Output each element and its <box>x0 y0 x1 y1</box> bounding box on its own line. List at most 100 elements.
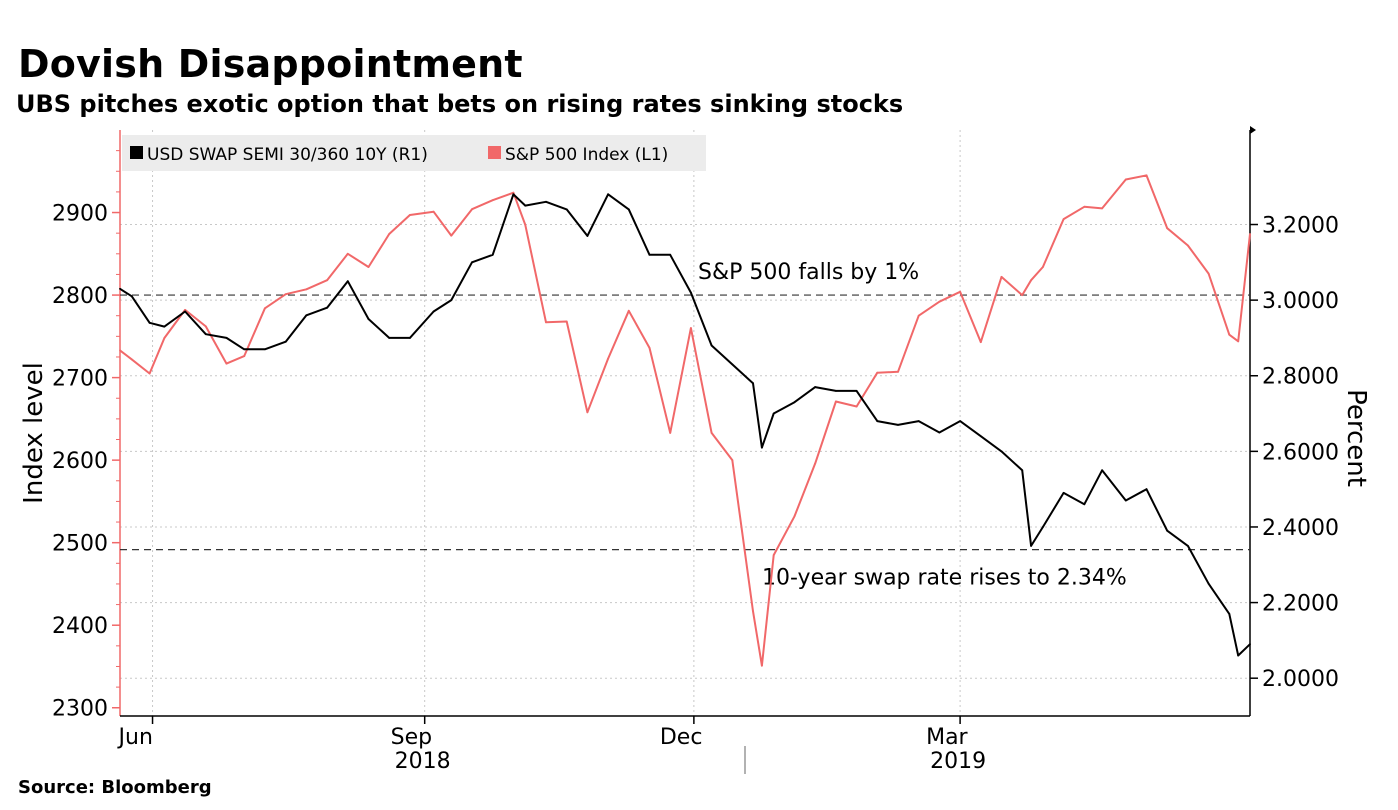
swap-data-point <box>897 423 899 426</box>
swap-data-point <box>1145 488 1148 491</box>
left-axis-tick-label: 2400 <box>52 614 108 639</box>
sp500-data-point <box>1083 205 1086 208</box>
left-axis-tick-label: 2700 <box>52 367 108 392</box>
sp500-data-point <box>346 252 349 255</box>
swap-data-point <box>184 310 186 313</box>
swap-data-point <box>1101 469 1103 472</box>
swap-data-point <box>1030 544 1032 547</box>
sp500-data-point <box>1101 207 1103 210</box>
legend-label-sp500: S&P 500 Index (L1) <box>505 145 668 165</box>
swap-data-point <box>148 321 151 324</box>
sp500-data-point <box>1145 174 1148 177</box>
swap-data-point <box>1021 469 1024 472</box>
swap-data-point <box>979 435 982 438</box>
sp500-data-point <box>130 358 133 361</box>
sp500-data-point <box>408 214 411 216</box>
left-axis-tick-label: 2300 <box>52 697 108 722</box>
swap-data-point <box>761 446 763 449</box>
sp500-data-point <box>119 349 121 352</box>
swap-annotation: 10-year swap rate rises to 2.34% <box>762 566 1127 591</box>
sp500-data-point <box>669 432 672 434</box>
sp500-data-point <box>979 341 982 344</box>
sp500-data-point <box>243 355 246 358</box>
chart-subtitle: UBS pitches exotic option that bets on r… <box>16 90 904 118</box>
x-axis-tick-label: Dec <box>660 725 703 750</box>
swap-data-point <box>814 386 817 388</box>
swap-data-point <box>163 325 166 328</box>
swap-data-point <box>917 420 920 423</box>
right-axis-arrow <box>1250 126 1256 134</box>
sp500-data-point <box>752 610 754 613</box>
swap-data-point <box>834 389 837 392</box>
swap-data-point <box>1237 654 1240 657</box>
source-note: Source: Bloomberg <box>18 777 212 798</box>
sp500-data-point <box>1042 266 1044 268</box>
right-axis-tick-label: 2.4000 <box>1262 516 1339 541</box>
swap-data-point <box>1166 529 1169 532</box>
swap-data-point <box>432 310 435 313</box>
sp500-data-point <box>710 432 713 434</box>
sp500-data-point <box>648 346 651 349</box>
x-axis-year-label: 2018 <box>395 749 451 774</box>
swap-data-point <box>1228 613 1231 615</box>
sp500-data-point <box>897 370 899 373</box>
swap-data-point <box>959 420 962 423</box>
sp500-data-point <box>524 224 527 226</box>
swap-data-point <box>471 261 473 264</box>
sp500-data-point <box>1000 276 1003 278</box>
swap-data-point <box>669 253 672 256</box>
sp500-data-point <box>627 309 630 312</box>
sp500-data-point <box>938 300 941 303</box>
sp500-data-point <box>1228 333 1231 336</box>
swap-data-point <box>565 208 568 211</box>
sp500-data-point <box>471 208 473 211</box>
swap-data-point <box>225 337 228 339</box>
swap-series-line <box>119 193 1251 657</box>
left-axis-tick-label: 2600 <box>52 449 108 474</box>
sp500-data-point <box>367 266 370 268</box>
swap-data-point <box>1062 492 1065 494</box>
sp500-data-point <box>264 307 266 310</box>
sp500-data-point <box>1249 233 1251 235</box>
swap-data-point <box>793 401 796 404</box>
sp500-data-point <box>432 210 435 213</box>
sp500-data-point <box>1186 244 1189 247</box>
sp500-data-point <box>388 233 391 235</box>
sp500-data-point <box>1021 294 1024 296</box>
legend-swatch-swap <box>130 146 143 159</box>
swap-data-point <box>367 318 370 320</box>
right-axis-tick-label: 2.2000 <box>1262 592 1339 617</box>
right-axis-tick-label: 2.0000 <box>1262 667 1339 692</box>
left-axis-tick-label: 2500 <box>52 532 108 557</box>
sp500-data-point <box>163 337 166 339</box>
sp500-data-point <box>1166 227 1169 230</box>
sp500-annotation: S&P 500 falls by 1% <box>698 260 919 285</box>
chart-title: Dovish Disappointment <box>18 42 523 86</box>
swap-data-point <box>284 340 287 343</box>
swap-data-point <box>1186 544 1189 547</box>
swap-data-point <box>938 431 941 434</box>
legend-label-swap: USD SWAP SEMI 30/360 10Y (R1) <box>147 145 428 165</box>
right-axis-tick-label: 3.2000 <box>1262 214 1339 239</box>
sp500-data-point <box>855 405 858 408</box>
sp500-data-point <box>959 290 962 293</box>
swap-data-point <box>305 314 308 317</box>
sp500-data-point <box>1062 218 1065 221</box>
swap-data-point <box>648 253 651 256</box>
swap-data-point <box>119 287 121 290</box>
swap-data-point <box>731 363 734 366</box>
sp500-data-point <box>1030 279 1032 282</box>
right-axis-tick-label: 2.6000 <box>1262 440 1339 465</box>
sp500-data-point <box>545 321 547 324</box>
swap-data-point <box>512 193 515 196</box>
sp500-data-point <box>1237 340 1240 343</box>
sp500-data-point <box>793 515 796 518</box>
left-axis-tick-label: 2800 <box>52 284 108 309</box>
sp500-data-point <box>814 462 817 465</box>
swap-data-point <box>1207 582 1210 585</box>
swap-data-point <box>264 348 266 351</box>
sp500-data-point <box>586 411 589 414</box>
swap-data-point <box>1124 499 1127 502</box>
x-axis-tick-label: Mar <box>926 725 968 750</box>
